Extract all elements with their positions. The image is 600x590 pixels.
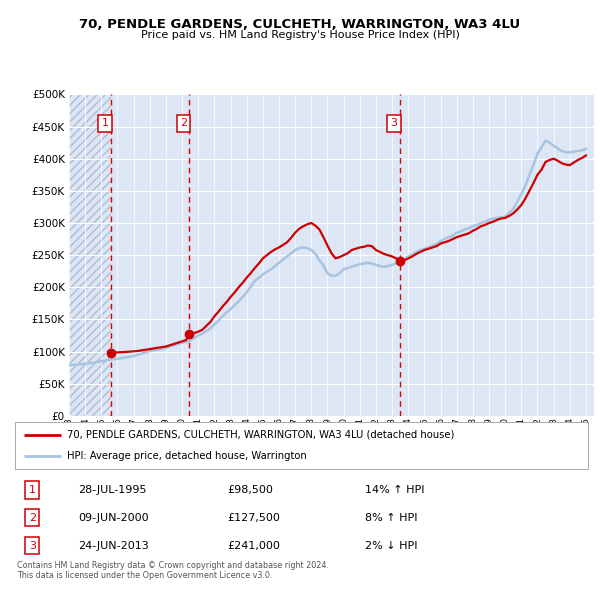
- Text: HPI: Average price, detached house, Warrington: HPI: Average price, detached house, Warr…: [67, 451, 307, 461]
- Text: £127,500: £127,500: [227, 513, 280, 523]
- Text: 3: 3: [391, 119, 398, 129]
- Text: 8% ↑ HPI: 8% ↑ HPI: [365, 513, 417, 523]
- Text: 09-JUN-2000: 09-JUN-2000: [78, 513, 149, 523]
- Text: 14% ↑ HPI: 14% ↑ HPI: [365, 485, 424, 495]
- Text: 28-JUL-1995: 28-JUL-1995: [78, 485, 146, 495]
- Text: 70, PENDLE GARDENS, CULCHETH, WARRINGTON, WA3 4LU: 70, PENDLE GARDENS, CULCHETH, WARRINGTON…: [79, 18, 521, 31]
- Text: 1: 1: [101, 119, 109, 129]
- Text: Contains HM Land Registry data © Crown copyright and database right 2024.
This d: Contains HM Land Registry data © Crown c…: [17, 560, 329, 580]
- Text: 70, PENDLE GARDENS, CULCHETH, WARRINGTON, WA3 4LU (detached house): 70, PENDLE GARDENS, CULCHETH, WARRINGTON…: [67, 430, 454, 440]
- Text: 24-JUN-2013: 24-JUN-2013: [78, 541, 149, 550]
- Text: 2: 2: [29, 513, 36, 523]
- Text: 2: 2: [180, 119, 187, 129]
- Text: 1: 1: [29, 485, 35, 495]
- Text: 3: 3: [29, 541, 35, 550]
- Text: £98,500: £98,500: [227, 485, 273, 495]
- Text: 2% ↓ HPI: 2% ↓ HPI: [365, 541, 417, 550]
- Text: Price paid vs. HM Land Registry's House Price Index (HPI): Price paid vs. HM Land Registry's House …: [140, 30, 460, 40]
- Text: £241,000: £241,000: [227, 541, 280, 550]
